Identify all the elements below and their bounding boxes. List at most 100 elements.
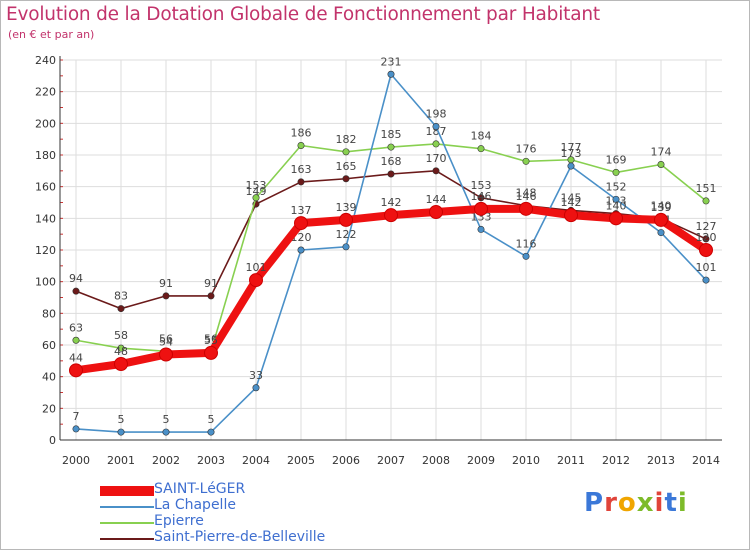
data-label: 146 bbox=[471, 190, 492, 203]
data-label: 101 bbox=[246, 261, 267, 274]
data-label: 186 bbox=[291, 127, 312, 140]
data-point bbox=[294, 216, 308, 231]
data-point bbox=[657, 229, 665, 237]
data-label: 133 bbox=[471, 210, 492, 223]
y-tick-label: 240 bbox=[35, 54, 56, 67]
data-point bbox=[429, 205, 443, 219]
data-label: 139 bbox=[336, 201, 357, 214]
legend-label: Saint-Pierre-de-Belleville bbox=[154, 529, 326, 545]
data-point bbox=[117, 305, 125, 313]
x-tick-label: 2009 bbox=[467, 454, 495, 467]
data-label: 153 bbox=[471, 179, 492, 192]
data-label: 33 bbox=[249, 369, 263, 382]
x-tick-label: 2008 bbox=[422, 454, 450, 467]
y-tick-label: 0 bbox=[49, 434, 56, 447]
data-point bbox=[72, 287, 80, 295]
data-label: 101 bbox=[696, 261, 717, 274]
data-point bbox=[477, 194, 485, 202]
data-label: 122 bbox=[336, 228, 357, 241]
data-point bbox=[72, 425, 80, 433]
data-label: 140 bbox=[606, 199, 627, 212]
data-label: 44 bbox=[69, 351, 83, 364]
data-label: 83 bbox=[114, 290, 128, 303]
data-label: 182 bbox=[336, 133, 357, 146]
data-label: 174 bbox=[651, 146, 672, 159]
data-point bbox=[654, 212, 668, 227]
data-point bbox=[567, 162, 575, 170]
legend-swatch bbox=[100, 538, 154, 540]
data-label: 58 bbox=[114, 329, 128, 342]
data-point bbox=[477, 225, 485, 233]
y-tick-label: 100 bbox=[35, 276, 56, 289]
data-label: 176 bbox=[516, 142, 537, 155]
legend-label: SAINT-LéGER bbox=[154, 481, 246, 497]
x-tick-label: 2011 bbox=[557, 454, 585, 467]
chart-subtitle: (en € et par an) bbox=[8, 28, 95, 41]
y-tick-label: 20 bbox=[42, 402, 56, 415]
data-label: 5 bbox=[118, 413, 125, 426]
data-label: 165 bbox=[336, 160, 357, 173]
x-tick-label: 2001 bbox=[107, 454, 135, 467]
data-label: 148 bbox=[516, 187, 537, 200]
data-point bbox=[114, 357, 128, 371]
data-point bbox=[702, 276, 710, 284]
data-label: 185 bbox=[381, 128, 402, 141]
data-label: 153 bbox=[246, 179, 267, 192]
legend-label: Epierre bbox=[154, 513, 204, 529]
data-point bbox=[252, 194, 260, 202]
data-point bbox=[297, 246, 305, 254]
legend-swatch bbox=[100, 486, 154, 496]
data-label: 173 bbox=[561, 147, 582, 160]
y-tick-label: 120 bbox=[35, 244, 56, 257]
legend-swatch bbox=[100, 506, 154, 508]
data-point bbox=[474, 201, 488, 216]
data-point bbox=[432, 140, 440, 148]
data-point bbox=[162, 428, 170, 436]
data-label: 137 bbox=[291, 204, 312, 217]
x-tick-label: 2005 bbox=[287, 454, 315, 467]
x-tick-label: 2012 bbox=[602, 454, 630, 467]
data-point bbox=[342, 148, 350, 156]
data-point bbox=[612, 168, 620, 176]
line-chart: 0 20 40 60 80 100 120 140 160 180 200 220 240 2000 200… bbox=[35, 54, 722, 467]
y-tick-label: 160 bbox=[35, 181, 56, 194]
data-point bbox=[522, 157, 530, 165]
data-point bbox=[252, 384, 260, 392]
data-label: 184 bbox=[471, 130, 492, 143]
data-point bbox=[207, 292, 215, 300]
chart-title: Evolution de la Dotation Globale de Fonc… bbox=[6, 4, 600, 25]
data-label: 168 bbox=[381, 155, 402, 168]
data-label: 116 bbox=[516, 237, 537, 250]
data-label: 231 bbox=[381, 55, 402, 68]
data-label: 127 bbox=[696, 220, 717, 233]
legend-label: La Chapelle bbox=[154, 497, 236, 513]
data-point bbox=[297, 178, 305, 186]
proxiti-logo: Proxiti bbox=[584, 488, 688, 518]
data-label: 177 bbox=[561, 141, 582, 154]
x-tick-label: 2007 bbox=[377, 454, 405, 467]
data-point bbox=[384, 208, 398, 223]
data-label: 94 bbox=[69, 272, 83, 285]
y-tick-label: 80 bbox=[42, 307, 56, 320]
x-tick-label: 2010 bbox=[512, 454, 540, 467]
data-point bbox=[519, 201, 533, 216]
data-point bbox=[342, 175, 350, 183]
y-tick-label: 140 bbox=[35, 212, 56, 225]
data-label: 146 bbox=[516, 190, 537, 203]
legend-swatch bbox=[100, 522, 154, 524]
data-label: 151 bbox=[696, 182, 717, 195]
data-label: 152 bbox=[606, 180, 627, 193]
data-label: 56 bbox=[159, 332, 173, 345]
x-tick-label: 2003 bbox=[197, 454, 225, 467]
data-point bbox=[612, 195, 620, 203]
data-point bbox=[162, 292, 170, 300]
data-label: 5 bbox=[163, 413, 170, 426]
data-label: 5 bbox=[208, 413, 215, 426]
data-label: 55 bbox=[204, 334, 218, 347]
data-point bbox=[522, 252, 530, 260]
data-point bbox=[387, 143, 395, 151]
data-label: 7 bbox=[73, 410, 80, 423]
data-point bbox=[339, 212, 353, 227]
y-tick-label: 200 bbox=[35, 117, 56, 130]
data-point bbox=[72, 336, 80, 344]
